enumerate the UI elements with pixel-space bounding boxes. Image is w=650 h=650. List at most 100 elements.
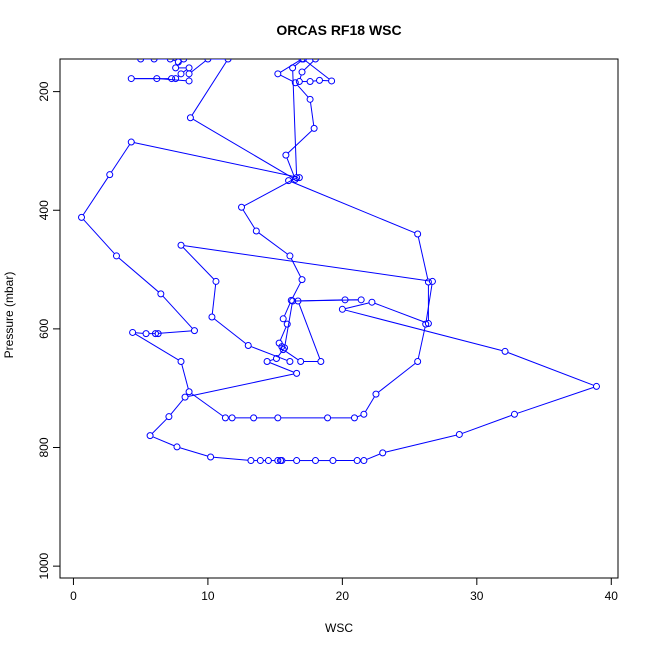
series-segment xyxy=(183,245,430,282)
data-point xyxy=(510,410,518,418)
series-segment xyxy=(366,453,381,460)
data-point xyxy=(154,330,162,338)
data-point xyxy=(208,313,216,321)
series-segment xyxy=(305,60,330,80)
series-segment xyxy=(507,352,594,386)
data-point xyxy=(279,315,287,323)
series-segment xyxy=(284,303,293,345)
data-point xyxy=(424,278,432,286)
data-point xyxy=(306,78,314,86)
series-layer xyxy=(78,59,600,465)
data-point xyxy=(379,449,387,457)
series-segment xyxy=(269,362,295,373)
data-point xyxy=(278,457,286,465)
data-point xyxy=(212,277,220,285)
data-point xyxy=(168,75,176,83)
x-tick-label: 10 xyxy=(201,589,215,603)
series-segment xyxy=(258,232,288,255)
data-point xyxy=(172,64,180,72)
y-tick-label: 800 xyxy=(37,437,51,457)
data-point xyxy=(298,68,306,76)
series-segment xyxy=(279,326,287,341)
data-point xyxy=(207,453,215,461)
series-segment xyxy=(357,414,362,418)
data-point xyxy=(244,341,252,349)
data-point xyxy=(263,358,271,366)
data-point xyxy=(353,457,361,465)
data-point xyxy=(274,457,282,465)
data-point xyxy=(181,393,189,401)
series-segment xyxy=(269,358,274,362)
data-point xyxy=(283,320,291,328)
series-segment xyxy=(283,302,291,317)
data-point xyxy=(285,177,293,185)
series-segment xyxy=(292,282,302,298)
data-point xyxy=(324,414,332,422)
data-point xyxy=(341,296,349,304)
data-point xyxy=(424,320,432,328)
data-point xyxy=(311,59,319,63)
series-segment xyxy=(211,284,217,315)
series-segment xyxy=(378,362,416,393)
y-tick-label: 400 xyxy=(37,200,51,220)
data-point xyxy=(153,75,161,83)
series-segment xyxy=(242,209,256,229)
data-point xyxy=(291,79,299,87)
data-point xyxy=(455,430,463,438)
data-point xyxy=(166,59,174,63)
data-point xyxy=(328,77,336,85)
data-point xyxy=(112,252,120,260)
data-point xyxy=(282,151,290,159)
data-point xyxy=(274,70,282,78)
y-tick-label: 1000 xyxy=(37,552,51,579)
y-tick-label: 200 xyxy=(37,81,51,101)
data-point xyxy=(190,327,198,335)
data-point xyxy=(177,241,185,249)
data-point xyxy=(146,432,154,440)
data-point xyxy=(311,457,319,465)
series-segment xyxy=(135,332,144,334)
series-segment xyxy=(187,373,294,397)
data-point xyxy=(289,297,297,305)
series-segment xyxy=(151,418,168,434)
data-point xyxy=(293,174,301,182)
y-axis-label: Pressure (mbar) xyxy=(2,272,16,359)
data-point xyxy=(428,277,436,285)
data-point xyxy=(368,298,376,306)
data-point xyxy=(360,457,368,465)
data-point xyxy=(422,320,430,328)
data-point xyxy=(221,414,229,422)
x-tick-label: 40 xyxy=(605,589,619,603)
data-point xyxy=(299,59,307,63)
series-segment xyxy=(250,346,288,361)
y-tick-label: 600 xyxy=(37,319,51,339)
data-point xyxy=(350,414,358,422)
data-point xyxy=(185,77,193,85)
data-point xyxy=(150,59,158,63)
data-point xyxy=(279,346,287,354)
x-tick-label: 20 xyxy=(336,589,350,603)
series-segment xyxy=(296,84,309,98)
data-point xyxy=(281,344,289,352)
series-segment xyxy=(345,302,370,310)
data-point xyxy=(172,75,180,83)
series-segment xyxy=(158,330,192,334)
series-segment xyxy=(213,318,247,345)
data-point xyxy=(173,443,181,451)
data-point xyxy=(286,358,294,366)
data-point xyxy=(295,78,303,86)
data-point xyxy=(297,358,305,366)
series-segment xyxy=(285,350,299,361)
data-point xyxy=(306,95,314,103)
data-point xyxy=(289,64,297,72)
x-axis: 0 10 20 30 40 xyxy=(70,578,618,603)
data-point xyxy=(238,203,246,211)
data-point xyxy=(250,414,258,422)
data-point xyxy=(414,230,422,238)
data-point xyxy=(142,330,150,338)
series-segment xyxy=(191,60,206,73)
x-tick-label: 30 xyxy=(470,589,484,603)
series-segment xyxy=(303,60,314,71)
